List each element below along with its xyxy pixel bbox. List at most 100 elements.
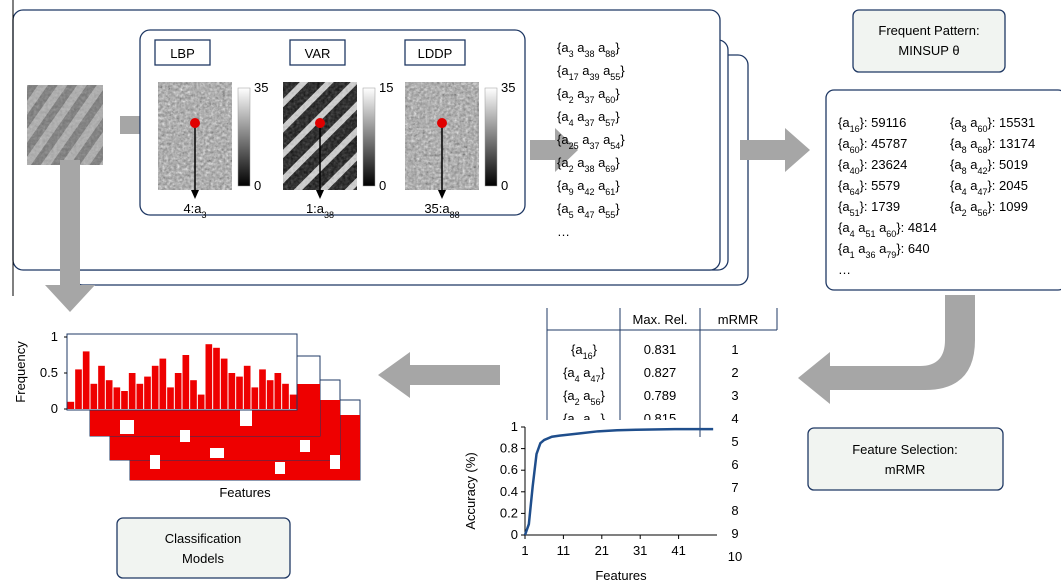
y-tick-label: 1 [51,329,58,344]
bar [113,387,121,409]
sample-label: 4:a3 [183,201,206,220]
y-tick-label: 0.5 [40,365,58,380]
x-tick-label: 21 [595,543,609,558]
colorbar [362,87,376,187]
box-title: Models [182,551,224,566]
arrow [798,295,975,404]
table-cell: {a2 a56} [563,388,605,407]
pattern: {a4 a37 a57} [557,109,620,128]
bar [205,344,213,409]
bar [274,373,282,409]
table-rank: 2 [731,365,738,380]
box-title: mRMR [885,462,925,477]
pattern: {a2 a38 a69} [557,155,620,174]
y-tick-label: 0 [51,401,58,416]
x-axis-label: Features [595,568,647,583]
y-tick-label: 0 [511,527,518,542]
y-tick-label: 1 [511,419,518,434]
pattern: {a9 a42 a61} [557,178,620,197]
x-tick-label: 31 [633,543,647,558]
colorbar-max: 15 [379,80,393,95]
pattern-count: {a8 a60}: 15531 [950,115,1035,134]
y-axis-label: Accuracy (%) [463,452,478,529]
colorbar-max: 35 [254,80,268,95]
pattern: {a3 a38 a88} [557,40,620,59]
histogram-gaps [120,410,340,474]
table-rank: 4 [731,411,738,426]
bar [289,394,297,409]
arrow [740,128,810,172]
pattern-list-box [825,89,1061,291]
pattern-count: {a2 a56}: 1099 [950,199,1028,218]
frequent-pattern-box [852,9,1006,73]
bar [67,401,75,409]
pattern-count: {a4 a51 a60}: 4814 [838,220,937,239]
texture-noise [27,85,103,165]
histogram-front [66,333,298,411]
descriptor-label-box [289,39,346,66]
bar [228,373,236,409]
bar [236,376,243,409]
x-axis-label: Features [219,485,271,500]
table-cell: 0.831 [644,342,677,357]
bar [105,380,113,409]
descriptor-label: VAR [305,46,331,61]
bar [190,380,197,409]
pointer-head [316,190,324,199]
y-axis-label: Frequency [13,341,28,403]
descriptor-label-box [154,39,211,66]
bar [197,394,205,409]
sample-point [190,118,200,128]
accuracy-line [523,427,714,536]
descriptor-label-box [404,39,466,66]
colorbar-min: 0 [501,178,508,193]
x-tick-label: 1 [521,543,528,558]
colorbar-min: 0 [379,178,386,193]
box-title: Classification [165,531,242,546]
bar [266,380,274,409]
arrow [530,128,578,172]
pattern: {a5 a47 a55} [557,201,620,220]
bar [282,383,289,409]
arrow [378,352,500,398]
classification-box [116,517,291,579]
table-rank: 10 [728,549,742,564]
bar [159,358,167,409]
bar [121,391,128,409]
bar [220,358,228,409]
box-title: Frequent Pattern: [878,23,979,38]
bar [174,373,182,409]
y-tick-label: 0.4 [500,484,518,499]
table-rank: 8 [731,503,738,518]
table-header: Max. Rel. [633,312,688,327]
table-cell: {a4 a47} [563,365,605,384]
bar [182,355,190,409]
colorbar-max: 35 [501,80,515,95]
descriptor-label: LDDP [418,46,453,61]
x-tick-label: 11 [557,543,571,558]
x-tick-label: 41 [671,543,685,558]
bar [90,383,98,409]
table-rank: 1 [731,342,738,357]
pattern-count: {a8 a68}: 13174 [950,136,1035,155]
bar [259,369,266,409]
box-title: MINSUP θ [898,43,959,58]
bar [82,351,90,409]
bar [128,373,136,409]
bar [251,387,259,409]
sample-point [315,118,325,128]
pattern: {a2 a37 a60} [557,86,620,105]
table-cell: {a16} [571,342,598,361]
pointer-head [191,190,199,199]
bar [75,369,82,409]
table-cell: 0.827 [644,365,677,380]
pattern-count: {a1 a36 a79}: 640 [838,241,930,260]
colorbar-min: 0 [254,178,261,193]
pattern-count: {a8 a42}: 5019 [950,157,1028,176]
colorbar [484,87,498,187]
descriptor-label: LBP [170,46,195,61]
table-rank: 3 [731,388,738,403]
table-cell: 0.789 [644,388,677,403]
colorbar [237,87,251,187]
